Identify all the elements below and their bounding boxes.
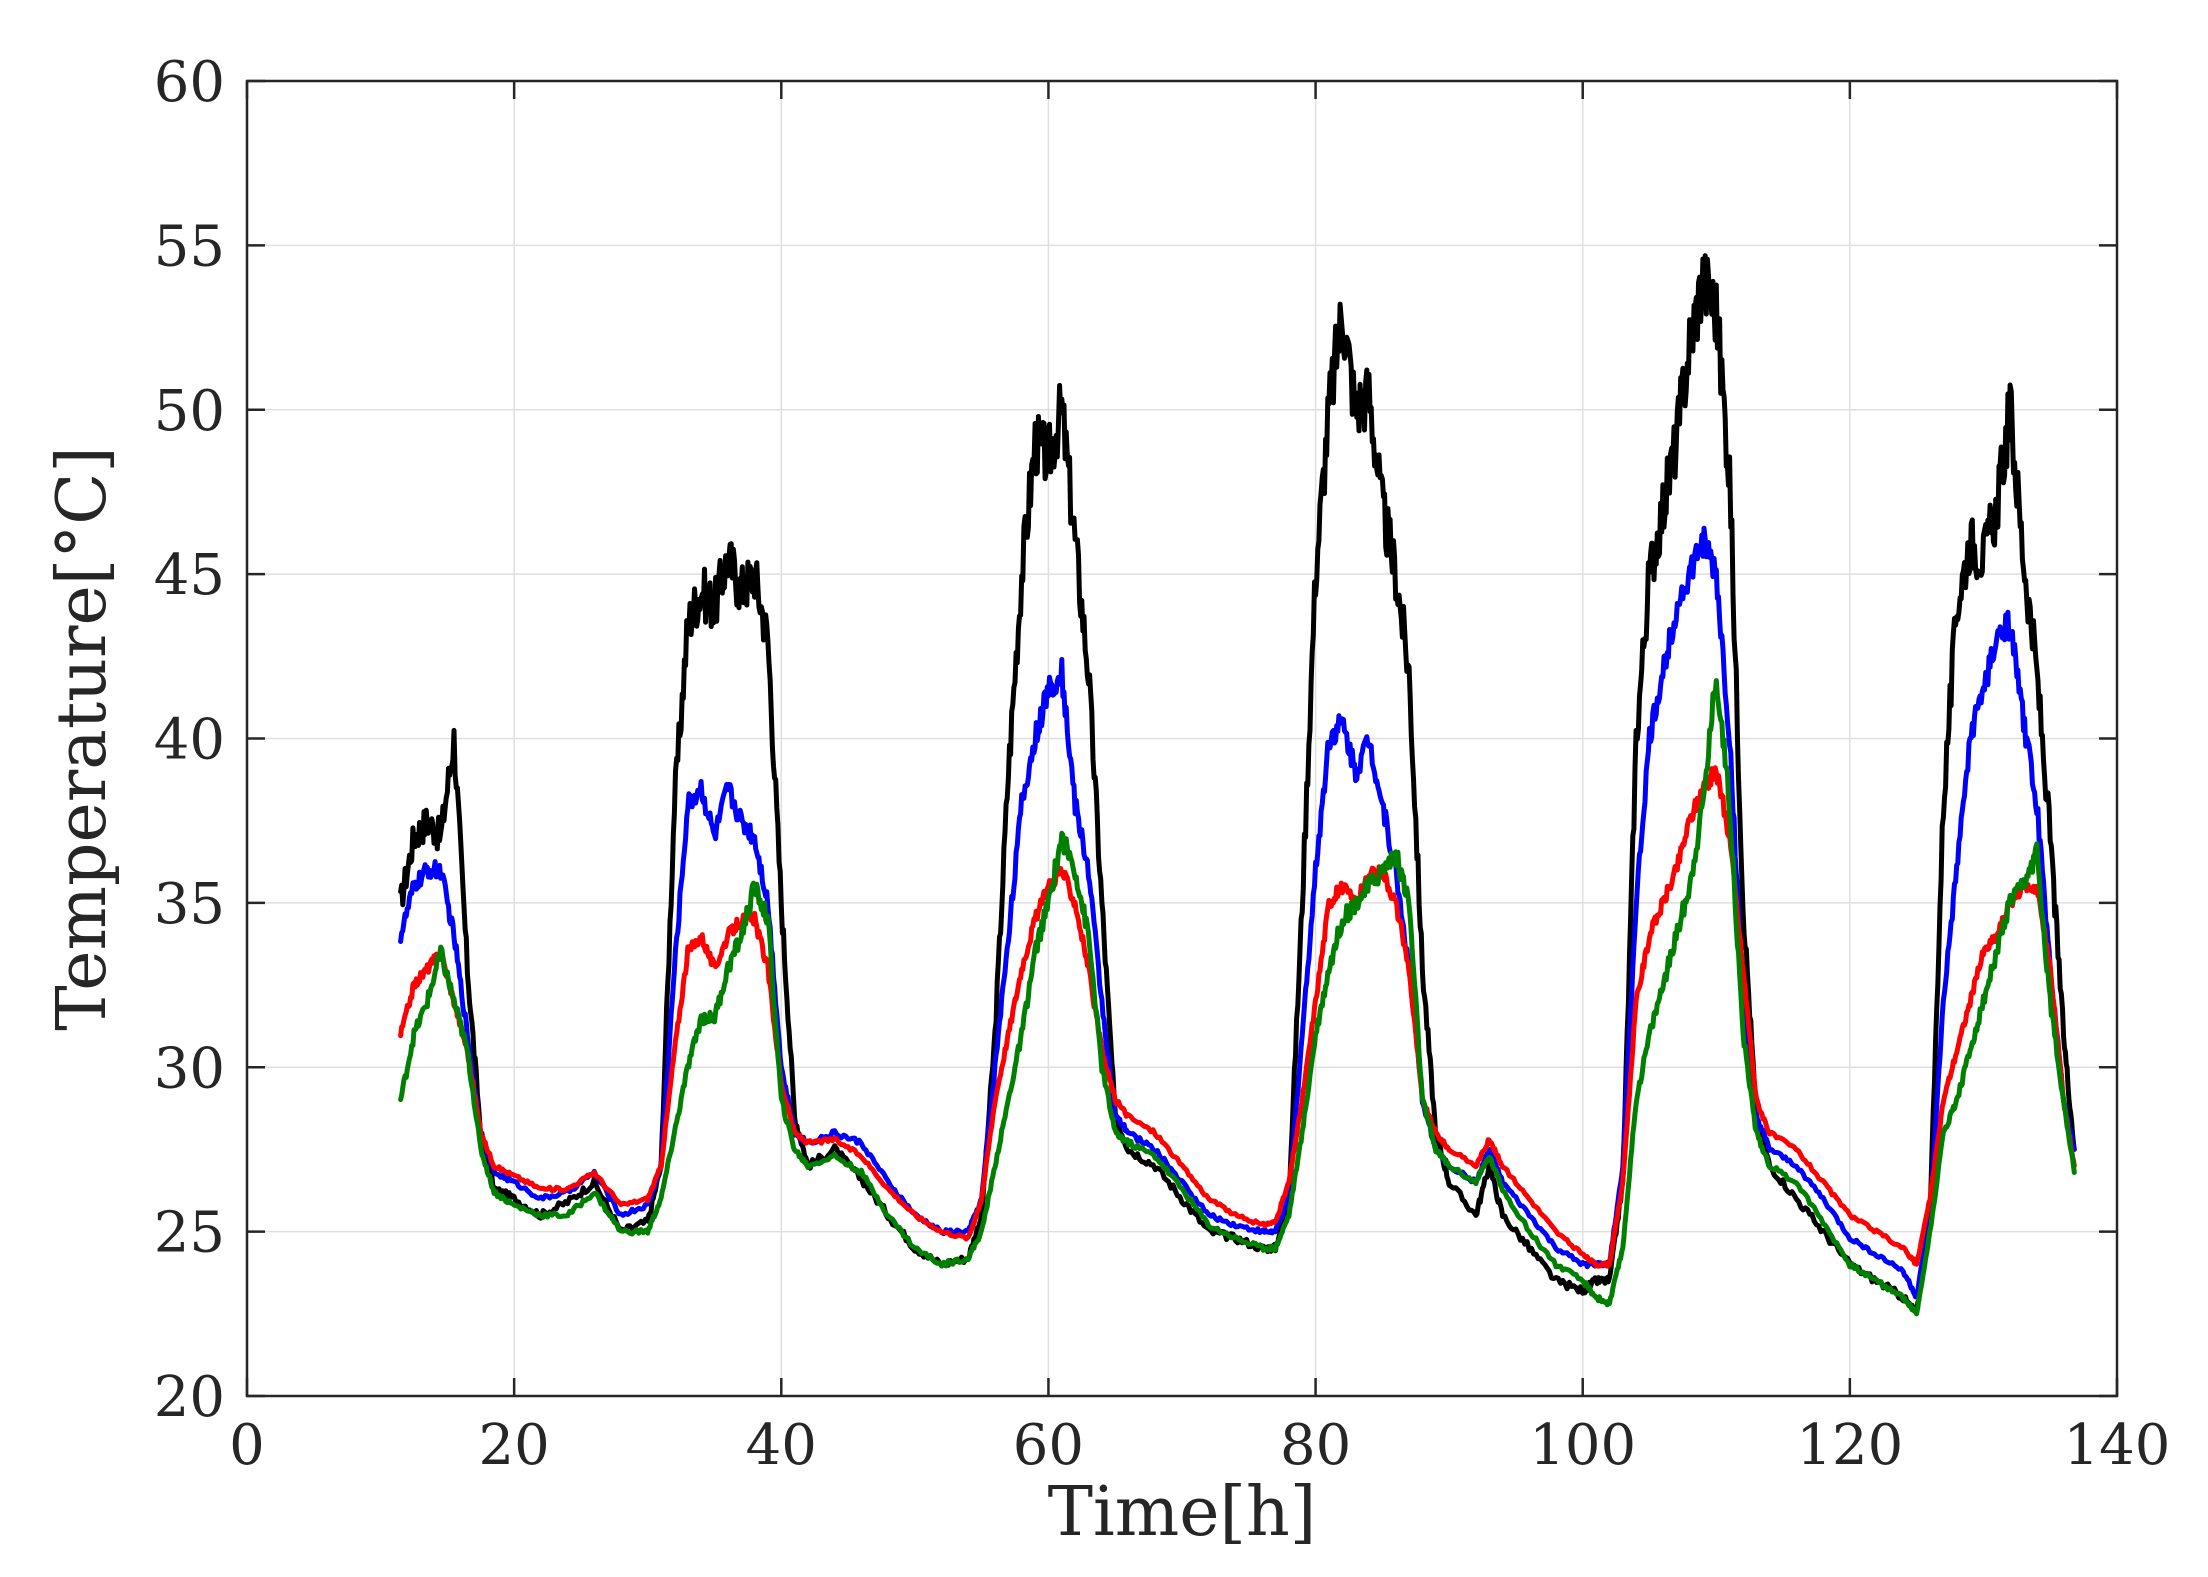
x-tick-label: 100	[1529, 1413, 1636, 1478]
x-tick-label: 120	[1796, 1413, 1903, 1478]
series-line-red	[398, 765, 2077, 1269]
x-tick-label: 80	[1280, 1413, 1351, 1478]
x-tick-label: 0	[229, 1413, 265, 1478]
x-tick-label: 40	[746, 1413, 817, 1478]
y-tick-label: 35	[154, 872, 225, 937]
x-tick-label: 20	[479, 1413, 550, 1478]
series-line-green	[398, 678, 2077, 1317]
series-group	[398, 253, 2077, 1317]
ticks	[245, 79, 2119, 1398]
y-tick-label: 50	[154, 379, 225, 444]
y-tick-label: 45	[154, 543, 225, 608]
x-tick-label: 60	[1013, 1413, 1084, 1478]
y-tick-label: 30	[154, 1036, 225, 1101]
y-tick-label: 20	[154, 1365, 225, 1430]
grid	[247, 81, 2117, 1396]
x-axis-title: Time[h]	[1048, 1473, 1317, 1552]
y-tick-label: 40	[154, 708, 225, 773]
y-tick-label: 25	[154, 1201, 225, 1266]
y-tick-label: 55	[154, 214, 225, 279]
y-tick-label: 60	[154, 50, 225, 115]
series-line-blue	[398, 525, 2077, 1300]
x-tick-label: 140	[2064, 1413, 2171, 1478]
y-axis-title: Temperature[°C]	[43, 446, 122, 1031]
